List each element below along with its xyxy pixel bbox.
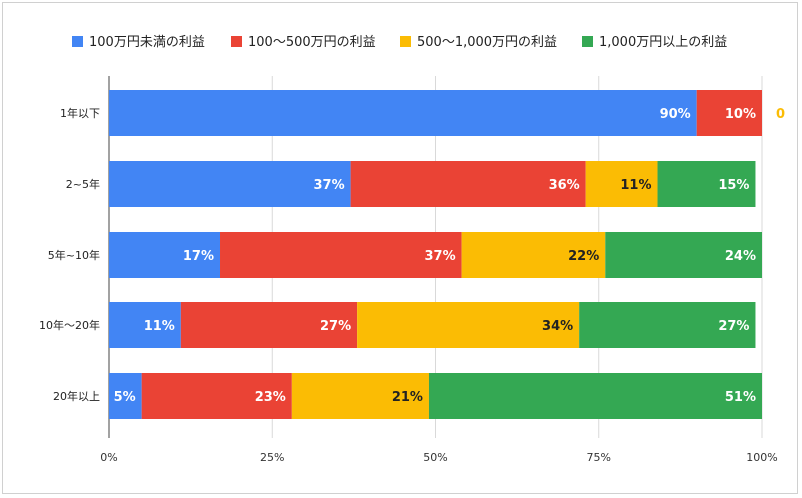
legend-swatch [231, 36, 242, 47]
x-tick-label: 25% [260, 451, 284, 464]
bar-segment [109, 90, 697, 136]
legend-label: 500〜1,000万円の利益 [417, 35, 557, 50]
legend-label: 100万円未満の利益 [89, 35, 205, 50]
bar-segment [109, 373, 142, 419]
bar-segment [109, 302, 181, 348]
bar-segment [696, 90, 762, 136]
legend-label: 100〜500万円の利益 [248, 35, 376, 50]
data-label: 17% [183, 249, 214, 264]
legend-swatch [582, 36, 593, 47]
data-label: 34% [542, 319, 573, 334]
category-label: 2~5年 [66, 177, 100, 191]
data-label: 36% [549, 178, 580, 193]
bar-segment [180, 302, 358, 348]
data-label: 23% [255, 390, 286, 405]
bar-segment [350, 161, 586, 207]
bar-segment [585, 161, 658, 207]
bar-segment [605, 232, 762, 278]
data-label: 11% [144, 319, 175, 334]
data-label: 37% [313, 178, 344, 193]
data-label: 27% [320, 319, 351, 334]
legend-swatch [400, 36, 411, 47]
data-label: 21% [392, 390, 423, 405]
bar-segment [109, 161, 351, 207]
data-label: 11% [620, 178, 651, 193]
data-label: 15% [718, 178, 749, 193]
bar-segment [428, 373, 762, 419]
data-label: 24% [725, 249, 756, 264]
bar-segment [461, 232, 606, 278]
category-label: 20年以上 [53, 389, 100, 403]
x-tick-label: 0% [100, 451, 117, 464]
legend-swatch [72, 36, 83, 47]
bar-segment [579, 302, 756, 348]
data-label: 51% [725, 390, 756, 405]
data-label: 0 [776, 107, 785, 122]
category-label: 1年以下 [60, 106, 100, 120]
bar-segment [141, 373, 292, 419]
bar-segment [220, 232, 462, 278]
data-label: 27% [718, 319, 749, 334]
x-tick-label: 50% [423, 451, 447, 464]
data-label: 90% [660, 107, 691, 122]
category-label: 5年~10年 [48, 248, 100, 262]
category-label: 10年〜20年 [39, 318, 100, 332]
data-label: 5% [114, 390, 136, 405]
data-label: 37% [424, 249, 455, 264]
bar-segment [357, 302, 580, 348]
x-tick-label: 75% [587, 451, 611, 464]
bar-segment [291, 373, 429, 419]
data-label: 10% [725, 107, 756, 122]
legend-label: 1,000万円以上の利益 [599, 35, 727, 50]
x-tick-label: 100% [746, 451, 777, 464]
bar-segment [109, 232, 221, 278]
bar-segment [657, 161, 756, 207]
data-label: 22% [568, 249, 599, 264]
